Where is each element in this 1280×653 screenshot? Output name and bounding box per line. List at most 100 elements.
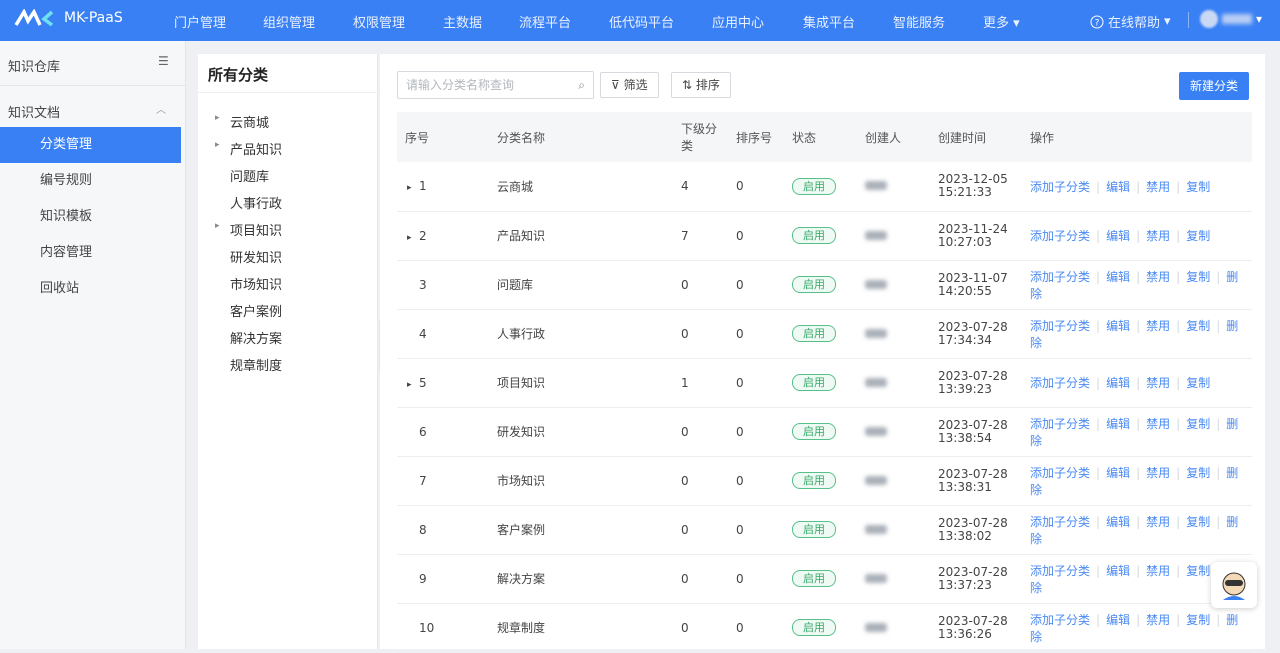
- nav-item[interactable]: 应用中心: [712, 16, 765, 31]
- nav-item[interactable]: 主数据: [443, 16, 483, 31]
- nav-more[interactable]: 更多 ▾: [983, 16, 1020, 31]
- action-link[interactable]: 添加子分类: [1030, 563, 1091, 578]
- action-link[interactable]: 禁用: [1146, 514, 1171, 529]
- tree-node[interactable]: 规章制度: [230, 359, 283, 374]
- tree-node[interactable]: 项目知识: [230, 224, 283, 239]
- action-link[interactable]: 删除: [1030, 416, 1239, 448]
- action-link[interactable]: 添加子分类: [1030, 416, 1091, 431]
- action-link[interactable]: 添加子分类: [1030, 514, 1091, 529]
- user-menu[interactable]: ▾: [1200, 10, 1262, 28]
- action-separator: |: [1096, 229, 1101, 243]
- search-input[interactable]: 请输入分类名称查询 ⌕: [397, 71, 594, 99]
- action-link[interactable]: 复制: [1186, 179, 1211, 194]
- action-link[interactable]: 复制: [1186, 269, 1211, 284]
- action-link[interactable]: 复制: [1186, 612, 1211, 627]
- action-link[interactable]: 删除: [1030, 269, 1239, 301]
- filter-button[interactable]: ⊽ 筛选: [600, 72, 659, 98]
- cell-status: 启用: [784, 554, 857, 604]
- sidebar-group[interactable]: 知识文档: [8, 106, 61, 121]
- cell-order: 0: [728, 211, 784, 261]
- create-label: 新建分类: [1190, 79, 1239, 93]
- action-link[interactable]: 添加子分类: [1030, 612, 1091, 627]
- action-link[interactable]: 禁用: [1146, 465, 1171, 480]
- nav-item[interactable]: 组织管理: [263, 16, 316, 31]
- cell-actions: 添加子分类 | 编辑 | 禁用 | 复制 |删除: [1022, 407, 1252, 457]
- sidebar-item[interactable]: 编号规则: [40, 173, 93, 188]
- row-expand-icon[interactable]: ▸: [407, 232, 412, 243]
- tree-node[interactable]: 解决方案: [230, 332, 283, 347]
- action-link[interactable]: 添加子分类: [1030, 229, 1091, 243]
- action-link[interactable]: 删除: [1030, 318, 1239, 350]
- action-link[interactable]: 禁用: [1146, 229, 1171, 243]
- action-link[interactable]: 禁用: [1146, 376, 1171, 390]
- action-link[interactable]: 禁用: [1146, 612, 1171, 627]
- action-link[interactable]: 添加子分类: [1030, 269, 1091, 284]
- action-link[interactable]: 复制: [1186, 229, 1211, 243]
- action-link[interactable]: 编辑: [1106, 416, 1131, 431]
- action-link[interactable]: 编辑: [1106, 179, 1131, 194]
- action-link[interactable]: 编辑: [1106, 514, 1131, 529]
- sidebar-item[interactable]: 回收站: [40, 281, 80, 296]
- action-link[interactable]: 复制: [1186, 514, 1211, 529]
- action-link[interactable]: 编辑: [1106, 612, 1131, 627]
- action-link[interactable]: 禁用: [1146, 318, 1171, 333]
- nav-item[interactable]: 门户管理: [174, 16, 227, 31]
- tree-node[interactable]: 问题库: [230, 170, 270, 185]
- tree-node[interactable]: 云商城: [230, 116, 270, 131]
- row-expand-icon[interactable]: ▸: [407, 183, 412, 194]
- cell-children: 0: [673, 407, 728, 457]
- nav-item[interactable]: 流程平台: [519, 16, 572, 31]
- cell-order: 0: [728, 358, 784, 408]
- tree-node[interactable]: 人事行政: [230, 197, 283, 212]
- action-link[interactable]: 添加子分类: [1030, 465, 1091, 480]
- tree-expand-icon[interactable]: ▸: [215, 221, 220, 231]
- tree-node[interactable]: 产品知识: [230, 143, 283, 158]
- sidebar-item[interactable]: 知识模板: [40, 209, 93, 224]
- tree-node[interactable]: 研发知识: [230, 251, 283, 266]
- action-link[interactable]: 复制: [1186, 563, 1211, 578]
- user-caret: ▾: [1256, 12, 1263, 26]
- sidebar-item[interactable]: 内容管理: [40, 245, 93, 260]
- action-link[interactable]: 编辑: [1106, 563, 1131, 578]
- row-expand-icon[interactable]: ▸: [407, 379, 412, 390]
- tree-node[interactable]: 市场知识: [230, 278, 283, 293]
- logo[interactable]: MK-PaaS: [14, 9, 123, 27]
- action-link[interactable]: 编辑: [1106, 376, 1131, 390]
- divider: [1188, 12, 1189, 28]
- nav-item[interactable]: 低代码平台: [609, 16, 675, 31]
- nav-item[interactable]: 权限管理: [353, 16, 406, 31]
- action-link[interactable]: 复制: [1186, 465, 1211, 480]
- collapse-btn[interactable]: ☰: [158, 54, 169, 68]
- action-link[interactable]: 禁用: [1146, 416, 1171, 431]
- tree-expand-icon[interactable]: ▸: [215, 113, 220, 123]
- help-menu[interactable]: ? 在线帮助 ▾: [1090, 12, 1171, 31]
- action-link[interactable]: 删除: [1030, 612, 1239, 644]
- cell-name: 解决方案: [489, 554, 673, 604]
- action-link[interactable]: 编辑: [1106, 465, 1131, 480]
- action-link[interactable]: 禁用: [1146, 563, 1171, 578]
- action-link[interactable]: 编辑: [1106, 269, 1131, 284]
- tree-expand-icon[interactable]: ▸: [215, 140, 220, 150]
- action-link[interactable]: 删除: [1030, 465, 1239, 497]
- action-link[interactable]: 禁用: [1146, 179, 1171, 194]
- nav-item[interactable]: 集成平台: [803, 16, 856, 31]
- action-link[interactable]: 添加子分类: [1030, 376, 1091, 390]
- cell-creator: [857, 456, 930, 506]
- assistant-button[interactable]: [1211, 562, 1257, 608]
- sort-button[interactable]: ⇅ 排序: [671, 72, 731, 98]
- create-button[interactable]: 新建分类: [1179, 72, 1250, 100]
- action-link[interactable]: 添加子分类: [1030, 318, 1091, 333]
- cell-name: 规章制度: [489, 603, 673, 653]
- tree-node[interactable]: 客户案例: [230, 305, 283, 320]
- action-link[interactable]: 复制: [1186, 376, 1211, 390]
- action-link[interactable]: 复制: [1186, 318, 1211, 333]
- nav-item[interactable]: 智能服务: [893, 16, 946, 31]
- action-link[interactable]: 编辑: [1106, 318, 1131, 333]
- action-link[interactable]: 添加子分类: [1030, 179, 1091, 194]
- action-link[interactable]: 删除: [1030, 514, 1239, 546]
- action-link[interactable]: 复制: [1186, 416, 1211, 431]
- action-link[interactable]: 编辑: [1106, 229, 1131, 243]
- row-index: 9: [419, 571, 427, 586]
- sidebar-item[interactable]: 分类管理: [0, 127, 181, 163]
- action-link[interactable]: 禁用: [1146, 269, 1171, 284]
